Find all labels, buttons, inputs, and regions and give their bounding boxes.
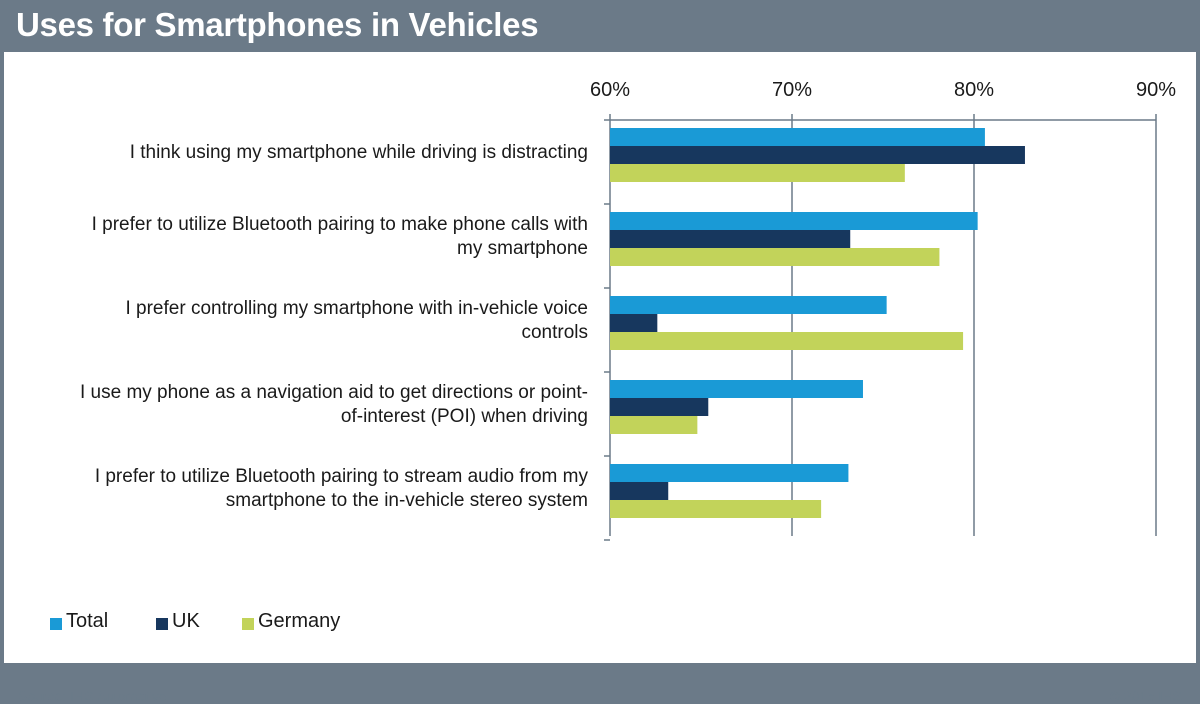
bar-germany (610, 500, 822, 518)
category-label-line: I think using my smartphone while drivin… (129, 142, 588, 163)
category-label-line: of-interest (POI) when driving (340, 406, 588, 427)
legend-swatch (50, 618, 62, 630)
chart-area: 60% 70% 80% 90% (590, 79, 1176, 541)
bar-uk (610, 314, 658, 332)
category-label-line: my smartphone (457, 238, 588, 259)
category-label: I use my phone as a navigation aid to ge… (0, 381, 588, 429)
chart-panel: 60% 70% 80% 90% I think using my smartphone… (4, 52, 1196, 704)
category-label-line: controls (521, 322, 588, 343)
bar-total (610, 464, 849, 482)
bar-total (610, 296, 887, 314)
copyright-note: © 2015 IHS (1109, 688, 1182, 704)
x-tick-label: 70% (772, 79, 812, 101)
bar-total (610, 380, 863, 398)
bar-uk (610, 146, 1025, 164)
x-tick-label: 90% (1136, 79, 1176, 101)
bar-total (610, 128, 985, 146)
category-label: I prefer to utilize Bluetooth pairing to… (0, 213, 588, 261)
category-label: I prefer controlling my smartphone with … (0, 297, 588, 345)
page-title: Uses for Smartphones in Vehicles (16, 6, 539, 43)
bar-uk (610, 398, 709, 416)
legend-label: Germany (258, 610, 341, 632)
legend-label: UK (172, 610, 200, 632)
bar-germany (610, 416, 698, 434)
category-label-line: smartphone to the in-vehicle stereo syst… (225, 490, 588, 511)
category-label-line: I prefer to utilize Bluetooth pairing to… (91, 214, 588, 235)
x-tick-label: 60% (590, 79, 630, 101)
legend-swatch (242, 618, 254, 630)
category-label: I think using my smartphone while drivin… (0, 141, 588, 165)
bar-germany (610, 332, 964, 350)
bar-total (610, 212, 978, 230)
bar-germany (610, 248, 940, 266)
category-label-line: I prefer controlling my smartphone with … (125, 298, 588, 319)
category-label: I prefer to utilize Bluetooth pairing to… (0, 465, 588, 513)
category-label-line: I use my phone as a navigation aid to ge… (79, 382, 588, 403)
title-bar: Uses for Smartphones in Vehicles (0, 0, 1200, 52)
source-note: Source: IHS Automotive (18, 688, 167, 704)
category-label-line: I prefer to utilize Bluetooth pairing to… (94, 466, 588, 487)
legend-label: Total (66, 610, 109, 632)
bar-germany (610, 164, 905, 182)
legend-swatch (156, 618, 168, 630)
x-tick-label: 80% (954, 79, 994, 101)
bar-uk (610, 230, 851, 248)
bar-uk (610, 482, 669, 500)
